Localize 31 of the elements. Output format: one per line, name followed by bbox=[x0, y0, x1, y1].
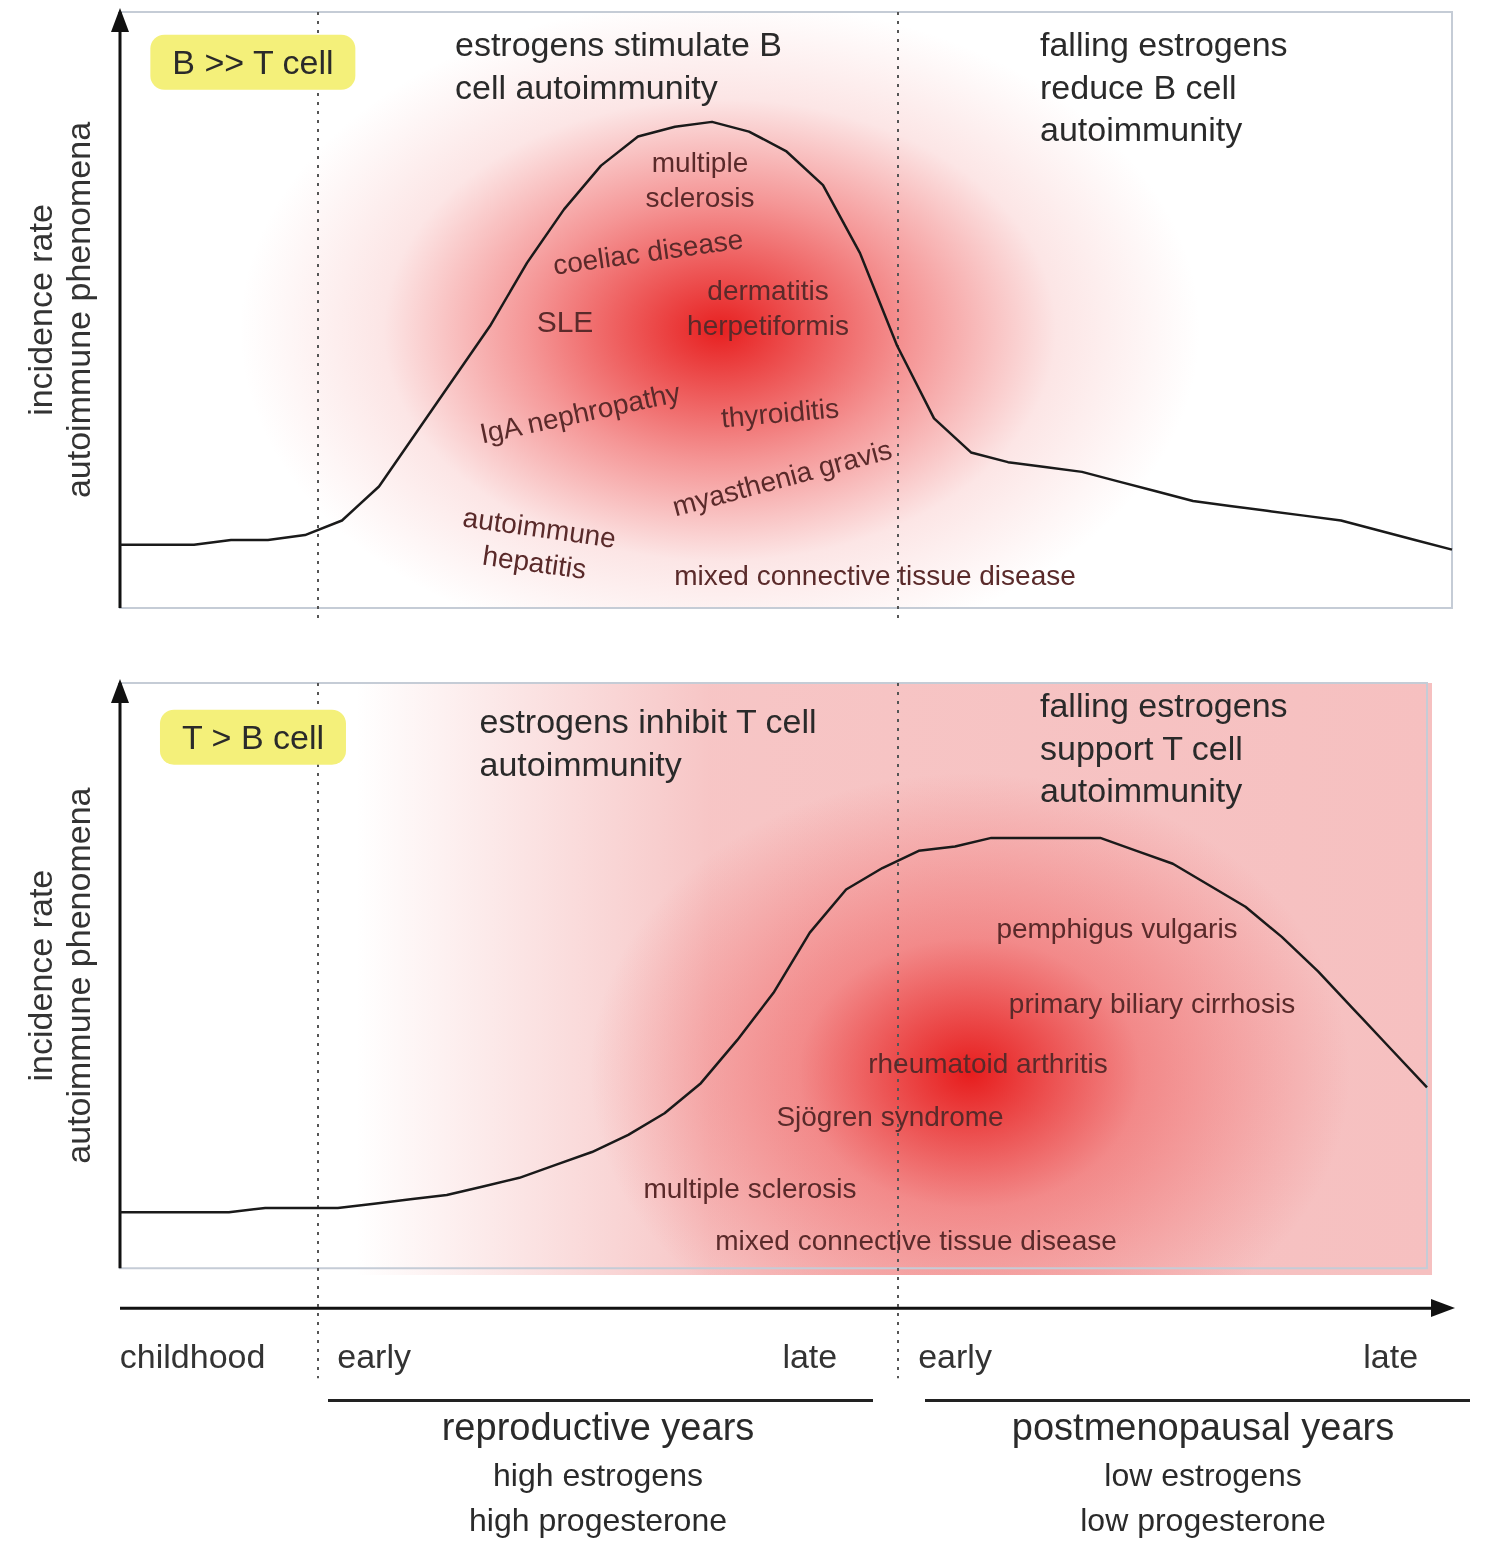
annotation: Sjögren syndrome bbox=[776, 1099, 1004, 1134]
text: low estrogens bbox=[1104, 1456, 1302, 1495]
annotation: autoimmune hepatitis bbox=[460, 500, 619, 587]
x-tick-label: early bbox=[337, 1336, 411, 1375]
annotation: primary biliary cirrhosis bbox=[1008, 986, 1296, 1021]
text: postmenopausal years bbox=[1011, 1405, 1395, 1451]
annotation: falling estrogens reduce B cell autoimmunity bbox=[1040, 24, 1289, 151]
text: estrogens stimulate B cell autoimmunity bbox=[455, 23, 783, 108]
annotation: multiple sclerosis bbox=[643, 1171, 857, 1206]
x-tick-label: late bbox=[1363, 1336, 1419, 1375]
annotation: IgA nephropathy bbox=[476, 375, 684, 452]
text: reproductive years bbox=[441, 1405, 755, 1451]
text: high progesterone bbox=[469, 1501, 727, 1540]
x-tick-label: childhood bbox=[119, 1336, 266, 1375]
text: B >> T cell bbox=[150, 34, 356, 90]
y-axis-title: incidence rate autoimmune phenomena bbox=[21, 121, 98, 499]
annotation: thyroiditis bbox=[719, 391, 841, 436]
x-tick-label: late bbox=[782, 1336, 838, 1375]
x-tick-label: early bbox=[918, 1336, 992, 1375]
annotation: SLE bbox=[536, 304, 594, 341]
annotation: mixed connective tissue disease bbox=[674, 558, 1076, 593]
text: estrogens inhibit T cell autoimmunity bbox=[479, 700, 818, 785]
text: low progesterone bbox=[1080, 1501, 1326, 1540]
annotation: multiple sclerosis bbox=[644, 146, 756, 215]
annotation: pemphigus vulgaris bbox=[996, 911, 1238, 946]
annotation: rheumatoid arthritis bbox=[868, 1046, 1108, 1081]
text: high estrogens bbox=[493, 1456, 703, 1495]
y-axis-title: incidence rate autoimmune phenomena bbox=[21, 787, 98, 1164]
annotation: mixed connective tissue disease bbox=[715, 1223, 1117, 1258]
text: T > B cell bbox=[159, 709, 347, 765]
text: falling estrogens support T cell autoimmunity bbox=[1040, 685, 1289, 812]
